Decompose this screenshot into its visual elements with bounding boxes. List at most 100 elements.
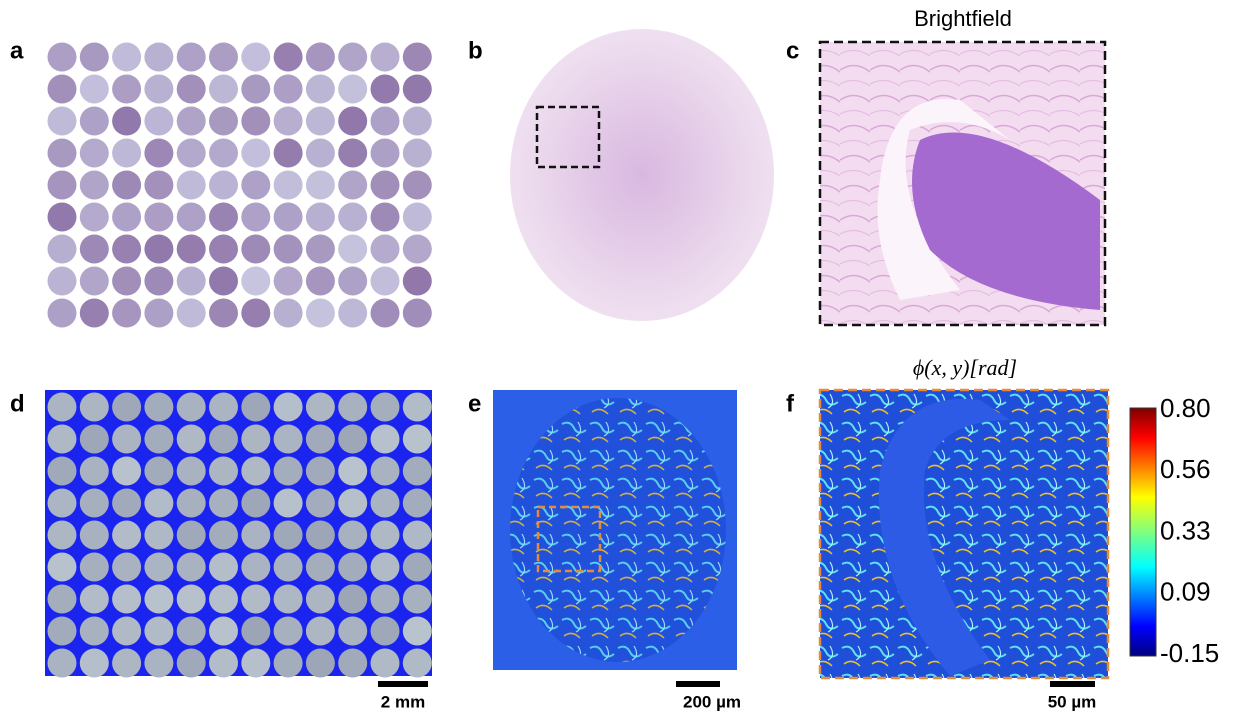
tissue-core — [371, 299, 400, 328]
colorbar-ticks: 0.800.560.330.09-0.15 — [1160, 393, 1219, 668]
tissue-core — [144, 203, 173, 232]
tissue-core — [241, 235, 270, 264]
phase-core — [306, 489, 335, 518]
phase-core — [371, 489, 400, 518]
phase-core — [48, 617, 77, 646]
phase-core — [177, 553, 206, 582]
phase-core — [112, 393, 141, 422]
phase-core — [371, 393, 400, 422]
tissue-core — [177, 75, 206, 104]
phase-core — [274, 585, 303, 614]
tissue-core — [48, 267, 77, 296]
tissue-core — [403, 171, 432, 200]
phase-core — [177, 457, 206, 486]
tissue-core — [403, 299, 432, 328]
tissue-core — [338, 267, 367, 296]
tissue-core — [48, 203, 77, 232]
phase-core — [306, 393, 335, 422]
tissue-core — [306, 235, 335, 264]
phase-core — [209, 649, 238, 678]
phase-core — [112, 617, 141, 646]
tissue-core — [177, 299, 206, 328]
tissue-core — [144, 299, 173, 328]
tissue-core — [306, 299, 335, 328]
tissue-core — [274, 171, 303, 200]
tissue-core — [48, 75, 77, 104]
phase-core — [80, 553, 109, 582]
phase-core — [144, 521, 173, 550]
phase-core — [177, 425, 206, 454]
tissue-core — [274, 107, 303, 136]
tissue-core — [144, 75, 173, 104]
tissue-core — [241, 171, 270, 200]
phase-core — [306, 425, 335, 454]
phase-core — [338, 617, 367, 646]
tissue-core — [403, 203, 432, 232]
tissue-core — [510, 29, 774, 321]
phase-core — [338, 585, 367, 614]
tissue-core — [209, 203, 238, 232]
tissue-core — [371, 43, 400, 72]
phase-core — [112, 489, 141, 518]
phase-core — [338, 457, 367, 486]
phase-core — [80, 521, 109, 550]
tissue-core — [209, 171, 238, 200]
tissue-core — [371, 75, 400, 104]
tissue-core — [274, 75, 303, 104]
scale-bar-label: 2 mm — [381, 692, 425, 711]
tissue-core — [144, 139, 173, 168]
tissue-core — [112, 235, 141, 264]
phase-core — [241, 489, 270, 518]
tissue-core — [306, 203, 335, 232]
colorbar-tick-label: 0.09 — [1160, 577, 1211, 607]
tissue-core — [338, 43, 367, 72]
tissue-core — [371, 203, 400, 232]
tissue-core — [177, 203, 206, 232]
tissue-core — [306, 107, 335, 136]
tissue-core — [112, 299, 141, 328]
phase-core — [371, 585, 400, 614]
phase-core — [306, 457, 335, 486]
tissue-core — [306, 139, 335, 168]
phase-core — [371, 553, 400, 582]
tissue-core — [306, 43, 335, 72]
tissue-core — [80, 171, 109, 200]
phase-core — [80, 489, 109, 518]
phase-core — [209, 489, 238, 518]
phase-core — [306, 585, 335, 614]
tissue-core — [112, 203, 141, 232]
panel-label: b — [468, 37, 483, 64]
tissue-core — [274, 139, 303, 168]
tissue-core — [371, 107, 400, 136]
phase-core — [274, 521, 303, 550]
phase-core — [403, 553, 432, 582]
phase-core — [274, 617, 303, 646]
phase-core — [144, 457, 173, 486]
tissue-core — [403, 267, 432, 296]
tissue-core — [209, 267, 238, 296]
phase-core — [403, 521, 432, 550]
phase-core — [306, 521, 335, 550]
tissue-core — [241, 267, 270, 296]
phase-core — [80, 617, 109, 646]
tissue-core — [144, 267, 173, 296]
panel-label: f — [786, 390, 795, 417]
tissue-core — [177, 235, 206, 264]
phase-core — [80, 649, 109, 678]
phase-core — [112, 521, 141, 550]
tissue-core — [112, 75, 141, 104]
phase-core — [144, 649, 173, 678]
phase-core — [306, 553, 335, 582]
phase-core — [112, 425, 141, 454]
tissue-core — [48, 299, 77, 328]
phase-core — [48, 489, 77, 518]
tissue-core — [80, 267, 109, 296]
tissue-core — [112, 139, 141, 168]
phase-core — [80, 425, 109, 454]
tissue-core — [403, 139, 432, 168]
tissue-core — [209, 43, 238, 72]
phase-core — [241, 425, 270, 454]
tissue-core — [112, 107, 141, 136]
tissue-core — [177, 267, 206, 296]
tissue-core — [371, 267, 400, 296]
